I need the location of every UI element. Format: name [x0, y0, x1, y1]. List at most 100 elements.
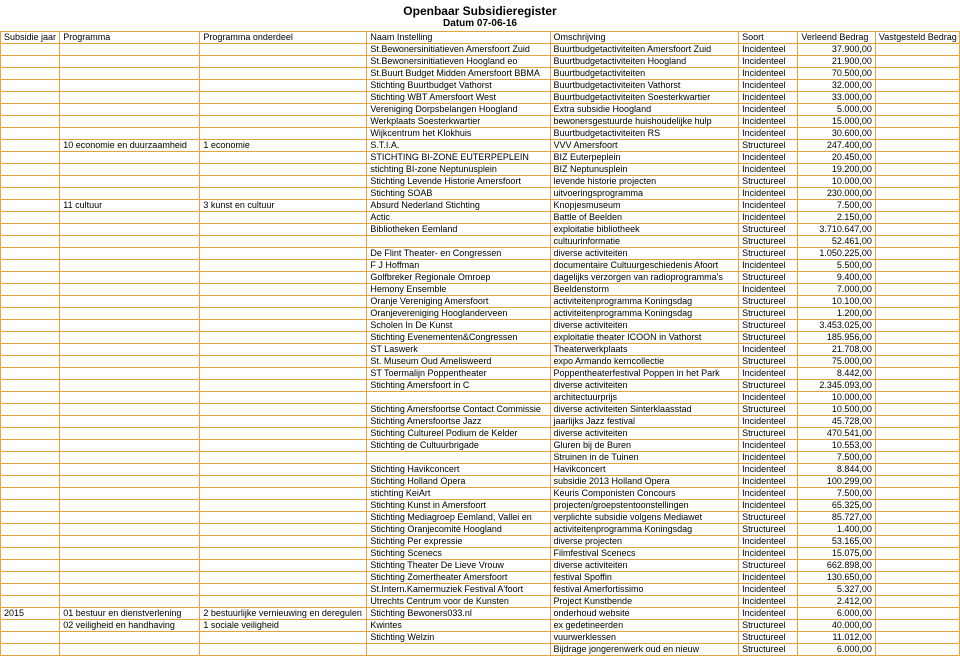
cell: festival Amerfortissimo	[550, 584, 739, 596]
cell: 21.900,00	[798, 56, 876, 68]
cell	[60, 236, 200, 248]
cell: Buurtbudgetactiviteiten Vathorst	[550, 80, 739, 92]
cell: onderhoud website	[550, 608, 739, 620]
cell: Filmfestival Scenecs	[550, 548, 739, 560]
cell: 3 kunst en cultuur	[200, 200, 367, 212]
cell	[1, 332, 60, 344]
cell	[200, 272, 367, 284]
cell: architectuurprijs	[550, 392, 739, 404]
cell: Incidenteel	[739, 464, 798, 476]
cell: Structureel	[739, 140, 798, 152]
cell	[60, 248, 200, 260]
cell: Incidenteel	[739, 392, 798, 404]
cell: Wijkcentrum het Klokhuis	[367, 128, 550, 140]
cell: Incidenteel	[739, 608, 798, 620]
cell: 11.012,00	[798, 632, 876, 644]
cell: S.T.I.A.	[367, 140, 550, 152]
cell: Stichting Welzin	[367, 632, 550, 644]
cell: exploitatie bibliotheek	[550, 224, 739, 236]
cell: Hemony Ensemble	[367, 284, 550, 296]
cell: 21.708,00	[798, 344, 876, 356]
cell	[60, 356, 200, 368]
cell: 2 bestuurlijke vernieuwing en deregulen	[200, 608, 367, 620]
cell	[200, 536, 367, 548]
cell: 1.050.225,00	[798, 248, 876, 260]
cell	[1, 236, 60, 248]
cell: Incidenteel	[739, 284, 798, 296]
cell: Structureel	[739, 320, 798, 332]
cell: 2.150,00	[798, 212, 876, 224]
cell	[60, 464, 200, 476]
table-row: Wijkcentrum het KlokhuisBuurtbudgetactiv…	[1, 128, 960, 140]
table-row: Stichting Holland Operasubsidie 2013 Hol…	[1, 476, 960, 488]
table-row: Stichting Buurtbudget VathorstBuurtbudge…	[1, 80, 960, 92]
cell	[875, 224, 959, 236]
cell: Structureel	[739, 176, 798, 188]
cell: diverse activiteiten Sinterklaasstad	[550, 404, 739, 416]
cell	[875, 560, 959, 572]
page-title: Openbaar Subsidieregister	[0, 0, 960, 18]
cell: 02 veiligheid en handhaving	[60, 620, 200, 632]
col-header: Programma	[60, 32, 200, 44]
cell	[875, 284, 959, 296]
col-header: Programma onderdeel	[200, 32, 367, 44]
cell	[875, 500, 959, 512]
table-row: stichting KeiArtKeuris Componisten Conco…	[1, 488, 960, 500]
cell	[60, 284, 200, 296]
cell	[200, 296, 367, 308]
cell	[60, 428, 200, 440]
cell: Incidenteel	[739, 116, 798, 128]
cell: 8.844,00	[798, 464, 876, 476]
cell: ST Toermalijn Poppentheater	[367, 368, 550, 380]
cell: Structureel	[739, 248, 798, 260]
cell	[200, 308, 367, 320]
cell: Incidenteel	[739, 452, 798, 464]
cell: stichting KeiArt	[367, 488, 550, 500]
cell: 2.345.093,00	[798, 380, 876, 392]
cell: Stichting Theater De Lieve Vrouw	[367, 560, 550, 572]
cell: Stichting WBT Amersfoort West	[367, 92, 550, 104]
cell: 2015	[1, 608, 60, 620]
cell	[60, 320, 200, 332]
cell: Incidenteel	[739, 584, 798, 596]
table-row: 11 cultuur3 kunst en cultuurAbsurd Neder…	[1, 200, 960, 212]
cell	[1, 116, 60, 128]
cell	[60, 164, 200, 176]
cell: Havikconcert	[550, 464, 739, 476]
cell	[1, 308, 60, 320]
cell: Oranje Vereniging Amersfoort	[367, 296, 550, 308]
cell	[60, 80, 200, 92]
cell: 10 economie en duurzaamheid	[60, 140, 200, 152]
cell	[1, 272, 60, 284]
cell	[875, 512, 959, 524]
cell: Structureel	[739, 524, 798, 536]
cell	[60, 212, 200, 224]
cell: St.Bewonersinitiatieven Hoogland eo	[367, 56, 550, 68]
cell	[1, 524, 60, 536]
cell	[1, 320, 60, 332]
cell	[1, 368, 60, 380]
cell	[200, 164, 367, 176]
table-row: Stichting Oranjecomité Hooglandactivitei…	[1, 524, 960, 536]
table-row: Hemony EnsembleBeeldenstormIncidenteel7.…	[1, 284, 960, 296]
cell: Incidenteel	[739, 200, 798, 212]
cell	[60, 308, 200, 320]
cell	[200, 392, 367, 404]
cell: Incidenteel	[739, 440, 798, 452]
cell	[200, 428, 367, 440]
cell	[60, 224, 200, 236]
cell	[1, 284, 60, 296]
cell	[200, 368, 367, 380]
cell	[1, 212, 60, 224]
cell: Structureel	[739, 560, 798, 572]
cell: Structureel	[739, 644, 798, 656]
table-row: Stichting Cultureel Podium de Kelderdive…	[1, 428, 960, 440]
cell	[1, 176, 60, 188]
cell: 230.000,00	[798, 188, 876, 200]
cell	[1, 620, 60, 632]
cell	[875, 188, 959, 200]
cell	[60, 488, 200, 500]
cell: Incidenteel	[739, 488, 798, 500]
cell: Theaterwerkplaats	[550, 344, 739, 356]
cell: 10.100,00	[798, 296, 876, 308]
